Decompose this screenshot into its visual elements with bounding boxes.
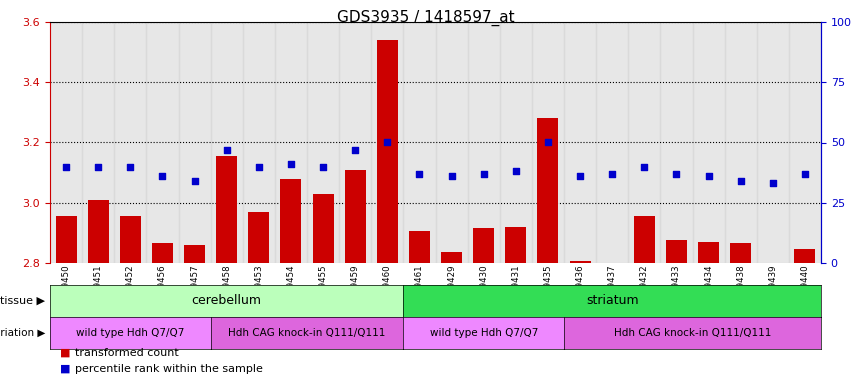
Bar xyxy=(377,40,397,263)
Point xyxy=(252,164,266,170)
Text: GDS3935 / 1418597_at: GDS3935 / 1418597_at xyxy=(337,10,514,26)
Bar xyxy=(179,22,211,263)
Bar xyxy=(88,200,109,263)
Bar xyxy=(50,22,83,263)
Text: ■: ■ xyxy=(60,364,70,374)
Point xyxy=(156,173,169,179)
Text: Hdh CAG knock-in Q111/Q111: Hdh CAG knock-in Q111/Q111 xyxy=(228,328,386,338)
Bar xyxy=(184,245,205,263)
Bar xyxy=(564,22,596,263)
Bar xyxy=(532,22,564,263)
Bar xyxy=(83,22,114,263)
Bar xyxy=(436,22,468,263)
Text: ■: ■ xyxy=(60,348,70,358)
Bar xyxy=(789,22,821,263)
Bar xyxy=(216,156,237,263)
Bar xyxy=(403,22,436,263)
Bar xyxy=(473,228,494,263)
Bar xyxy=(55,216,77,263)
Point xyxy=(445,173,459,179)
Point xyxy=(123,164,137,170)
Point xyxy=(91,164,105,170)
Point xyxy=(188,178,202,184)
Point xyxy=(702,173,716,179)
Bar xyxy=(441,252,462,263)
Text: Hdh CAG knock-in Q111/Q111: Hdh CAG knock-in Q111/Q111 xyxy=(614,328,771,338)
Bar xyxy=(114,22,146,263)
Bar xyxy=(693,22,724,263)
Point xyxy=(541,139,555,146)
Bar xyxy=(538,118,558,263)
Bar xyxy=(757,22,789,263)
Bar xyxy=(596,22,628,263)
Point xyxy=(60,164,73,170)
Text: striatum: striatum xyxy=(585,295,638,308)
Bar xyxy=(628,22,660,263)
Bar xyxy=(275,22,307,263)
Point xyxy=(798,171,812,177)
Point xyxy=(766,180,780,187)
Text: cerebellum: cerebellum xyxy=(191,295,262,308)
Text: percentile rank within the sample: percentile rank within the sample xyxy=(75,364,263,374)
Point xyxy=(380,139,394,146)
Point xyxy=(574,173,587,179)
Point xyxy=(637,164,651,170)
Bar xyxy=(120,216,140,263)
Text: wild type Hdh Q7/Q7: wild type Hdh Q7/Q7 xyxy=(76,328,185,338)
Text: transformed count: transformed count xyxy=(75,348,179,358)
Bar xyxy=(211,22,243,263)
Bar xyxy=(698,242,719,263)
Point xyxy=(413,171,426,177)
Point xyxy=(220,147,233,153)
Bar xyxy=(281,179,301,263)
Text: tissue ▶: tissue ▶ xyxy=(0,296,45,306)
Text: genotype/variation ▶: genotype/variation ▶ xyxy=(0,328,45,338)
Bar xyxy=(724,22,757,263)
Point xyxy=(734,178,747,184)
Point xyxy=(284,161,298,167)
Bar xyxy=(500,22,532,263)
Text: wild type Hdh Q7/Q7: wild type Hdh Q7/Q7 xyxy=(430,328,538,338)
Bar xyxy=(660,22,693,263)
Bar xyxy=(340,22,371,263)
Bar xyxy=(312,194,334,263)
Point xyxy=(477,171,490,177)
Bar xyxy=(345,170,366,263)
Bar xyxy=(634,216,654,263)
Bar xyxy=(307,22,340,263)
Bar xyxy=(371,22,403,263)
Bar xyxy=(409,232,430,263)
Bar xyxy=(505,227,526,263)
Point xyxy=(509,168,523,174)
Bar xyxy=(248,212,269,263)
Bar xyxy=(146,22,179,263)
Bar xyxy=(795,250,815,263)
Point xyxy=(605,171,619,177)
Bar xyxy=(468,22,500,263)
Bar xyxy=(569,262,591,263)
Bar xyxy=(152,243,173,263)
Point xyxy=(348,147,362,153)
Bar xyxy=(666,240,687,263)
Point xyxy=(670,171,683,177)
Bar xyxy=(243,22,275,263)
Point xyxy=(317,164,330,170)
Bar xyxy=(730,243,751,263)
